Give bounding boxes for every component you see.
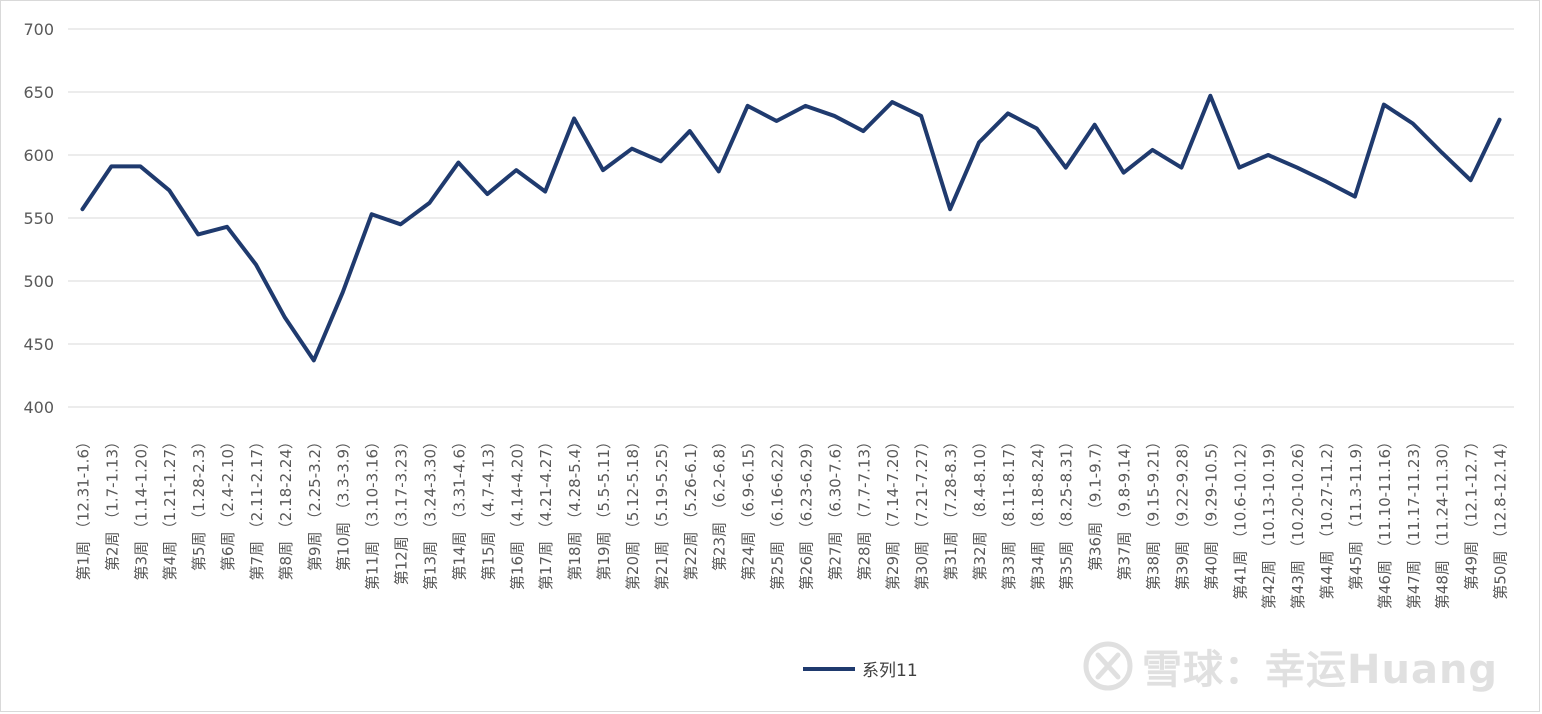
y-tick-label: 700 [23, 20, 54, 39]
snowball-logo-icon [1083, 641, 1133, 691]
x-tick-label: 第34周 （8.18-8.24） [1029, 434, 1047, 590]
x-tick-label: 第28周 （7.7-7.13） [855, 434, 873, 581]
y-tick-label: 600 [23, 146, 54, 165]
x-tick-label: 第4周 （1.21-1.27） [161, 434, 179, 581]
x-tick-label: 第23周 （6.2-6.8） [711, 434, 729, 571]
x-tick-label: 第3周 （1.14-1.20） [132, 434, 150, 581]
x-tick-label: 第33周 （8.11-8.17） [1000, 434, 1018, 590]
x-tick-label: 第22周 （5.26-6.1） [682, 434, 700, 581]
y-tick-label: 650 [23, 83, 54, 102]
x-tick-label: 第46周 （11.10-11.16） [1376, 434, 1394, 609]
x-tick-label: 第44周 （10.27-11.2） [1318, 434, 1336, 600]
x-tick-label: 第35周 （8.25-8.31） [1058, 434, 1076, 590]
x-tick-label: 第43周 （10.20-10.26） [1289, 434, 1307, 609]
x-tick-label: 第48周 （11.24-11.30） [1434, 434, 1452, 609]
x-tick-label: 第13周 （3.24-3.30） [422, 434, 440, 590]
x-tick-label: 第50周 （12.8-12.14） [1492, 434, 1510, 600]
x-axis-ticks: 第1周 （12.31-1.6） 第2周 （1.7-1.13） 第3周 （1.14-1… [74, 434, 1509, 609]
x-tick-label: 第26周 （6.23-6.29） [797, 434, 815, 590]
x-tick-label: 第32周 （8.4-8.10） [971, 434, 989, 581]
y-tick-label: 400 [23, 398, 54, 417]
legend-label-series: 系列11 [862, 661, 918, 681]
x-tick-label: 第2周 （1.7-1.13） [103, 434, 121, 571]
x-tick-label: 第6周 （2.4-2.10） [219, 434, 237, 571]
x-tick-label: 第31周 （7.28-8.3） [942, 434, 960, 581]
x-tick-label: 第14周 （3.31-4.6） [450, 434, 468, 581]
x-tick-label: 第10周 （3.3-3.9） [335, 434, 353, 571]
x-tick-label: 第39周 （9.22-9.28） [1173, 434, 1191, 590]
x-tick-label: 第41周 （10.6-10.12） [1231, 434, 1249, 600]
x-tick-label: 第47周 （11.17-11.23） [1405, 434, 1423, 609]
x-tick-label: 第27周 （6.30-7.6） [826, 434, 844, 581]
x-tick-label: 第40周 （9.29-10.5） [1202, 434, 1220, 590]
x-tick-label: 第16周 （4.14-4.20） [508, 434, 526, 590]
x-tick-label: 第29周 （7.14-7.20） [884, 434, 902, 590]
x-tick-label: 第45周 （11.3-11.9） [1347, 434, 1365, 590]
x-tick-label: 第38周 （9.15-9.21） [1145, 434, 1163, 590]
watermark-text: 雪球：幸运Huang [1142, 647, 1499, 693]
y-axis-ticks: 400 450 500 550 600 650 700 [23, 20, 54, 417]
x-tick-label: 第20周 （5.12-5.18） [624, 434, 642, 590]
x-tick-label: 第30周 （7.21-7.27） [913, 434, 931, 590]
x-tick-label: 第1周 （12.31-1.6） [74, 434, 92, 581]
series-line [80, 93, 1502, 363]
x-tick-label: 第17周 （4.21-4.27） [537, 434, 555, 590]
x-tick-label: 第8周 （2.18-2.24） [277, 434, 295, 581]
x-tick-label: 第18周 （4.28-5.4） [566, 434, 584, 581]
x-tick-label: 第15周 （4.7-4.13） [479, 434, 497, 581]
x-tick-label: 第11周 （3.10-3.16） [364, 434, 382, 590]
x-tick-label: 第9周 （2.25-3.2） [306, 434, 324, 571]
x-tick-label: 第25周 （6.16-6.22） [769, 434, 787, 590]
x-tick-label: 第5周 （1.28-2.3） [190, 434, 208, 571]
x-tick-label: 第7周 （2.11-2.17） [248, 434, 266, 581]
watermark: 雪球：幸运Huang [1082, 640, 1499, 693]
y-tick-label: 500 [23, 272, 54, 291]
gridlines [68, 28, 1514, 408]
x-tick-label: 第21周 （5.19-5.25） [653, 434, 671, 590]
x-tick-label: 第42周 （10.13-10.19） [1260, 434, 1278, 609]
x-tick-label: 第36周 （9.1-9.7） [1087, 434, 1105, 571]
legend: 系列11 [803, 661, 918, 681]
y-tick-label: 550 [23, 209, 54, 228]
x-tick-label: 第24周 （6.9-6.15） [740, 434, 758, 581]
x-tick-label: 第49周 （12.1-12.7） [1463, 434, 1481, 590]
series-lines [80, 93, 1502, 363]
x-tick-label: 第37周 （9.8-9.14） [1116, 434, 1134, 581]
x-tick-label: 第12周（3.17-3.23） [393, 434, 411, 585]
y-tick-label: 450 [23, 335, 54, 354]
x-tick-label: 第19周 （5.5-5.11） [595, 434, 613, 581]
